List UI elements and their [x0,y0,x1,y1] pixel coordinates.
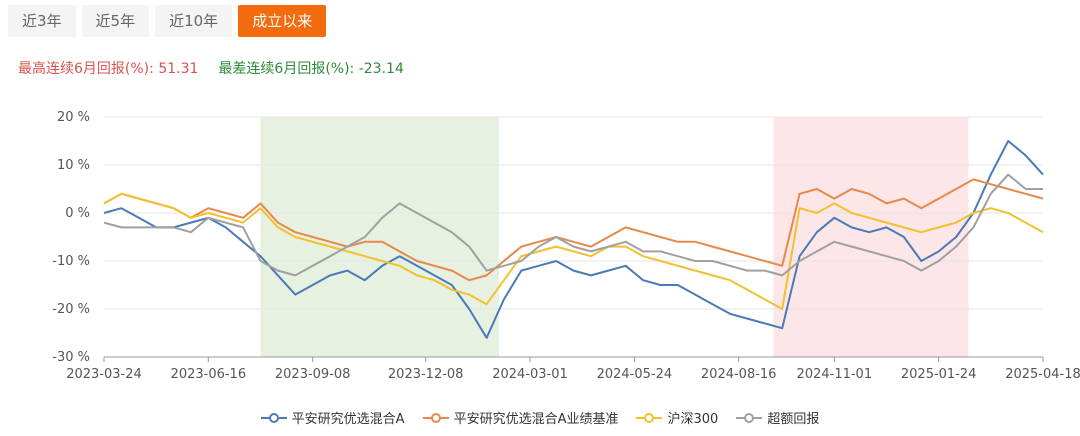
legend-swatch-icon [422,412,449,423]
series-line-3 [103,173,1043,277]
worst-6m-return: 最差连续6月回报(%): -23.14 [218,58,403,78]
x-tick-label: 2023-09-08 [275,367,351,382]
shaded-range-1 [773,117,969,357]
legend-item-3[interactable]: 超额回报 [736,408,819,427]
legend-item-1[interactable]: 平安研究优选混合A业绩基准 [422,408,619,427]
y-tick-label: 0 % [65,206,90,221]
legend-label: 沪深300 [667,412,719,427]
worst-6m-return-label: 最差连续6月回报(%): [218,61,355,77]
y-tick-label: -20 % [52,302,90,317]
return-line-chart: 20 % 10 % 0 % -10 % -20 % -30 % 2023-03-24 202… [52,110,1080,382]
legend-item-0[interactable]: 平安研究优选混合A [260,408,405,427]
legend-label: 平安研究优选混合A [291,412,405,427]
x-tick-label: 2023-12-08 [388,367,464,382]
best-6m-return-label: 最高连续6月回报(%): [18,61,154,77]
x-tick-label: 2024-11-01 [797,367,873,382]
worst-6m-return-value: -23.14 [358,61,404,77]
y-tick-label: 20 % [57,110,90,125]
series-line-0 [103,140,1044,339]
chart-legend: 平安研究优选混合A 平安研究优选混合A业绩基准 沪深300 超额回报 [0,408,1080,427]
x-tick-label: 2023-03-24 [66,367,142,382]
legend-label: 平安研究优选混合A业绩基准 [453,412,619,427]
shaded-range-0 [260,117,499,357]
legend-swatch-icon [736,412,763,423]
period-tabs: 近3年 近5年 近10年 成立以来 [8,5,327,37]
x-tick-label: 2023-06-16 [171,367,247,382]
tab-3y[interactable]: 近3年 [8,5,76,37]
best-6m-return-value: 51.31 [158,61,199,77]
y-tick-label: -30 % [52,350,90,365]
x-tick-label: 2024-05-24 [597,367,673,382]
series-line-2 [103,192,1044,310]
tab-5y[interactable]: 近5年 [81,5,150,37]
x-tick-label: 2024-08-16 [701,367,777,382]
x-tick-label: 2025-04-18 [1005,367,1080,382]
x-tick-label: 2025-01-24 [901,367,977,382]
legend-swatch-icon [636,412,663,423]
tab-since-inception[interactable]: 成立以来 [238,5,327,37]
legend-label: 超额回报 [767,412,820,427]
return-stats: 最高连续6月回报(%): 51.31 最差连续6月回报(%): -23.14 [18,58,404,78]
legend-swatch-icon [260,412,287,423]
best-6m-return: 最高连续6月回报(%): 51.31 [18,58,198,78]
y-tick-label: 10 % [57,158,90,173]
legend-item-2[interactable]: 沪深300 [636,408,718,427]
y-tick-label: -10 % [52,254,90,269]
series-line-1 [103,178,1044,282]
tab-10y[interactable]: 近10年 [155,5,233,37]
x-tick-label: 2024-03-01 [492,367,568,382]
